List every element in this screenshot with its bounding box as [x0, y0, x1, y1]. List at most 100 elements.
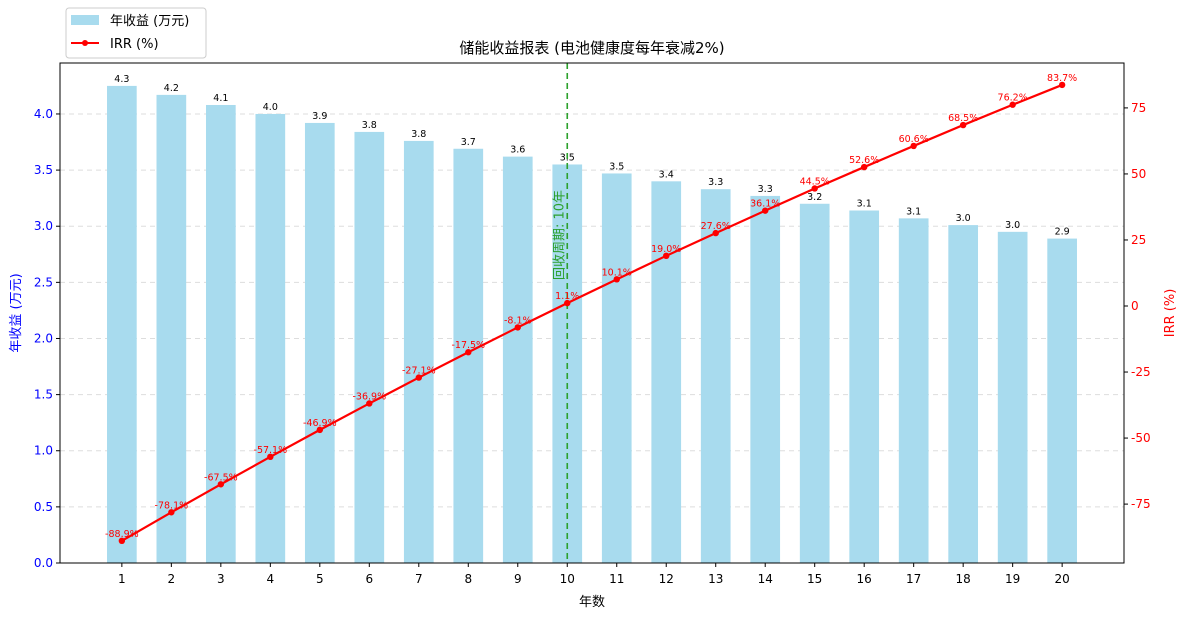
bar-value-label: 3.2 — [807, 192, 822, 203]
right-tick-label: -50 — [1131, 431, 1151, 445]
irr-value-label: 44.5% — [800, 176, 830, 187]
irr-value-label: -8.1% — [504, 315, 532, 326]
x-tick-label: 13 — [708, 572, 723, 586]
irr-value-label: -46.9% — [303, 418, 337, 429]
legend-bar-swatch — [71, 15, 99, 25]
irr-value-label: -36.9% — [352, 391, 386, 402]
bar — [502, 156, 533, 563]
x-tick-label: 16 — [857, 572, 872, 586]
bar-value-label: 3.0 — [956, 213, 971, 224]
bar-value-label: 3.9 — [312, 111, 327, 122]
bar-value-label: 3.6 — [510, 145, 525, 156]
irr-value-label: 1.1% — [555, 291, 579, 302]
left-tick-label: 4.0 — [34, 107, 53, 121]
irr-point — [316, 426, 324, 434]
x-tick-label: 20 — [1054, 572, 1069, 586]
irr-labels: -88.9% -78.1% -67.5% -57.1% -46.9% -36.9% -27.… — [105, 73, 1077, 540]
irr-point — [959, 121, 967, 129]
bar — [205, 104, 236, 563]
bar-value-label: 3.5 — [609, 161, 624, 172]
right-tick-label: -25 — [1131, 365, 1151, 379]
irr-polyline — [121, 83, 1063, 542]
irr-point — [267, 453, 274, 461]
bar — [403, 140, 434, 563]
bar — [453, 148, 484, 563]
left-tick-label: 3.0 — [34, 219, 53, 233]
axes: 0.00.51.01.52.02.53.03.54.0-75-50-250255… — [34, 101, 1151, 586]
bar-value-label: 3.8 — [362, 120, 377, 131]
bar-value-label: 3.7 — [461, 137, 476, 148]
payback-label: 回收周期: 10年 — [552, 190, 567, 280]
bar-value-label: 3.4 — [659, 169, 674, 180]
irr-line — [118, 81, 1066, 545]
bar-value-label: 3.1 — [906, 206, 921, 217]
x-tick-label: 3 — [217, 572, 225, 586]
left-tick-label: 1.5 — [34, 388, 53, 402]
bar — [750, 195, 781, 563]
x-tick-label: 5 — [316, 572, 324, 586]
left-tick-label: 2.0 — [34, 331, 53, 345]
bar — [601, 173, 632, 563]
legend-line-label: IRR (%) — [110, 37, 159, 52]
y-axis-right-label: IRR (%) — [1163, 289, 1178, 338]
irr-point — [564, 299, 571, 307]
bars — [107, 85, 1077, 564]
irr-point — [118, 537, 126, 545]
irr-point — [860, 163, 868, 171]
irr-value-label: 27.6% — [701, 221, 731, 232]
x-axis-label: 年数 — [579, 595, 605, 610]
left-tick-label: 0.0 — [34, 556, 53, 570]
irr-point — [811, 185, 818, 192]
bar — [948, 225, 979, 563]
x-tick-label: 17 — [906, 572, 921, 586]
right-tick-label: 25 — [1131, 233, 1146, 247]
irr-point — [366, 400, 373, 407]
grid — [60, 113, 1124, 564]
bar — [799, 203, 830, 563]
bar — [304, 122, 335, 564]
x-tick-label: 6 — [365, 572, 373, 586]
irr-value-label: 83.7% — [1047, 73, 1077, 84]
x-tick-label: 12 — [659, 572, 674, 586]
payback-line: 回收周期: 10年 — [552, 63, 569, 563]
x-tick-label: 9 — [514, 572, 522, 586]
irr-point — [663, 252, 670, 260]
left-tick-label: 3.5 — [34, 163, 53, 177]
x-tick-label: 7 — [415, 572, 423, 586]
irr-point — [415, 374, 422, 381]
x-tick-label: 10 — [560, 572, 575, 586]
irr-value-label: -67.5% — [204, 472, 238, 483]
irr-value-label: 52.6% — [849, 155, 879, 166]
bar — [255, 113, 286, 563]
irr-value-label: 60.6% — [899, 134, 929, 145]
bar — [898, 218, 929, 563]
legend-bar-label: 年收益 (万元) — [110, 14, 189, 29]
bar — [107, 85, 137, 564]
irr-point — [168, 509, 175, 516]
irr-value-label: -27.1% — [402, 366, 436, 377]
bar-value-label: 3.0 — [1005, 220, 1020, 231]
irr-point — [762, 207, 769, 214]
legend: 年收益 (万元) IRR (%) — [65, 7, 207, 59]
plot-frame — [59, 62, 1125, 564]
irr-value-label: 10.1% — [602, 267, 632, 278]
bar — [1047, 238, 1077, 564]
bar-value-label: 2.9 — [1055, 227, 1070, 238]
irr-point — [514, 324, 521, 331]
irr-value-label: -57.1% — [254, 445, 288, 456]
bar — [354, 131, 385, 563]
x-tick-label: 8 — [464, 572, 472, 586]
irr-point — [613, 276, 620, 283]
irr-point — [465, 349, 472, 356]
left-tick-label: 2.5 — [34, 275, 53, 289]
irr-value-label: -88.9% — [105, 529, 139, 540]
bar-value-label: 4.3 — [114, 74, 129, 85]
bar — [700, 189, 731, 563]
x-tick-label: 1 — [118, 572, 126, 586]
bar — [997, 231, 1028, 563]
irr-value-label: 76.2% — [998, 93, 1028, 104]
bar — [849, 210, 880, 563]
irr-value-label: 36.1% — [750, 199, 780, 210]
y-axis-left-label: 年收益 (万元) — [9, 273, 24, 352]
